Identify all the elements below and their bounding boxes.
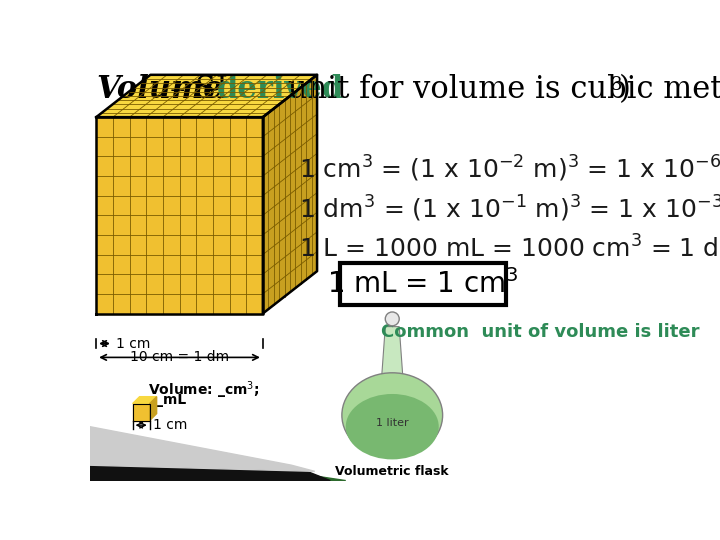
Polygon shape	[132, 403, 150, 421]
Text: 1 dm$^3$ = (1 x 10$^{-1}$ m)$^3$ = 1 x 10$^{-3}$ m$^3$: 1 dm$^3$ = (1 x 10$^{-1}$ m)$^3$ = 1 x 1…	[300, 194, 720, 224]
Text: 10 cm = 1 dm: 10 cm = 1 dm	[130, 350, 229, 365]
Polygon shape	[90, 427, 315, 471]
Text: 1 cm$^3$ = (1 x 10$^{-2}$ m)$^3$ = 1 x 10$^{-6}$ m$^3$: 1 cm$^3$ = (1 x 10$^{-2}$ m)$^3$ = 1 x 1…	[300, 153, 720, 184]
Text: 3: 3	[611, 76, 622, 93]
Text: 1 L = 1000 mL = 1000 cm$^3$ = 1 dm$^3$: 1 L = 1000 mL = 1000 cm$^3$ = 1 dm$^3$	[300, 235, 720, 262]
Text: ): )	[618, 74, 631, 105]
Text: 1 liter: 1 liter	[376, 418, 408, 428]
Circle shape	[385, 312, 399, 326]
Polygon shape	[90, 434, 330, 481]
Text: Common  unit of volume is liter: Common unit of volume is liter	[381, 323, 699, 341]
FancyBboxPatch shape	[341, 264, 506, 305]
Polygon shape	[96, 75, 317, 117]
Text: 1 cm: 1 cm	[153, 418, 187, 432]
Text: Volumetric flask: Volumetric flask	[336, 465, 449, 478]
Ellipse shape	[342, 373, 443, 457]
Text: derived: derived	[216, 74, 343, 105]
Polygon shape	[96, 117, 263, 314]
Polygon shape	[263, 75, 317, 314]
Polygon shape	[132, 397, 157, 403]
Ellipse shape	[346, 394, 438, 460]
Text: unit for volume is cubic meter (m: unit for volume is cubic meter (m	[279, 74, 720, 105]
Text: 1 mL = 1 cm$^3$: 1 mL = 1 cm$^3$	[328, 269, 519, 299]
Polygon shape	[382, 327, 403, 381]
Text: _mL: _mL	[156, 393, 186, 407]
Text: Volume: Volume	[96, 74, 222, 105]
Polygon shape	[150, 397, 157, 421]
Text: – SI: – SI	[170, 74, 238, 105]
Text: Volume: _cm$^3$;: Volume: _cm$^3$;	[148, 379, 260, 401]
Polygon shape	[90, 442, 346, 481]
Polygon shape	[90, 442, 307, 481]
Text: 1 cm: 1 cm	[116, 336, 150, 350]
